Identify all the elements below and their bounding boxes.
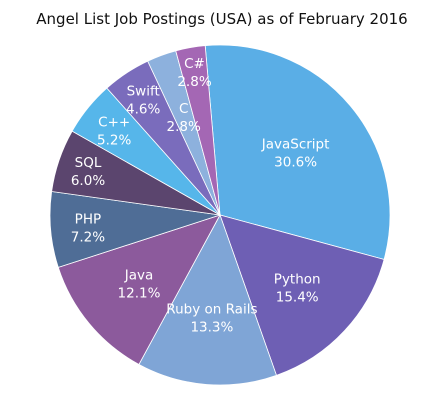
slice-percent-c: 2.8% (167, 119, 201, 135)
slice-label-sql: SQL (75, 155, 102, 171)
slice-label-csharp: C# (184, 56, 205, 72)
pie-slice-python (219, 214, 385, 376)
slice-label-ruby-on-rails: Ruby on Rails (166, 302, 257, 318)
slice-percent-java: 12.1% (118, 285, 161, 301)
slice-label-java: Java (124, 267, 154, 283)
slice-percent-ruby-on-rails: 13.3% (190, 320, 233, 336)
pie-slice-csharp (175, 45, 221, 216)
slice-label-php: PHP (75, 212, 101, 228)
pie-labels: JavaScript 30.6% Python 15.4% Ruby on Rails 1… (71, 56, 330, 336)
slice-percent-swift: 4.6% (126, 102, 160, 118)
slice-label-javascript: JavaScript (261, 137, 330, 153)
slice-percent-python: 15.4% (276, 290, 319, 306)
slice-percent-csharp: 2.8% (177, 74, 211, 90)
slice-label-python: Python (274, 272, 321, 288)
slice-percent-cplusplus: 5.2% (97, 133, 131, 149)
pie-slices (49, 44, 391, 386)
slice-label-cplusplus: C++ (98, 115, 130, 131)
pie-slice-java (57, 214, 221, 365)
slice-percent-php: 7.2% (71, 230, 105, 246)
pie-slice-javascript (204, 44, 391, 260)
chart-title: Angel List Job Postings (USA) as of Febr… (36, 10, 407, 28)
slice-label-swift: Swift (127, 84, 160, 100)
slice-percent-sql: 6.0% (71, 173, 105, 189)
slice-percent-javascript: 30.6% (274, 155, 317, 171)
pie-slice-ruby-on-rails (138, 214, 277, 386)
slice-label-c: C (179, 101, 188, 117)
